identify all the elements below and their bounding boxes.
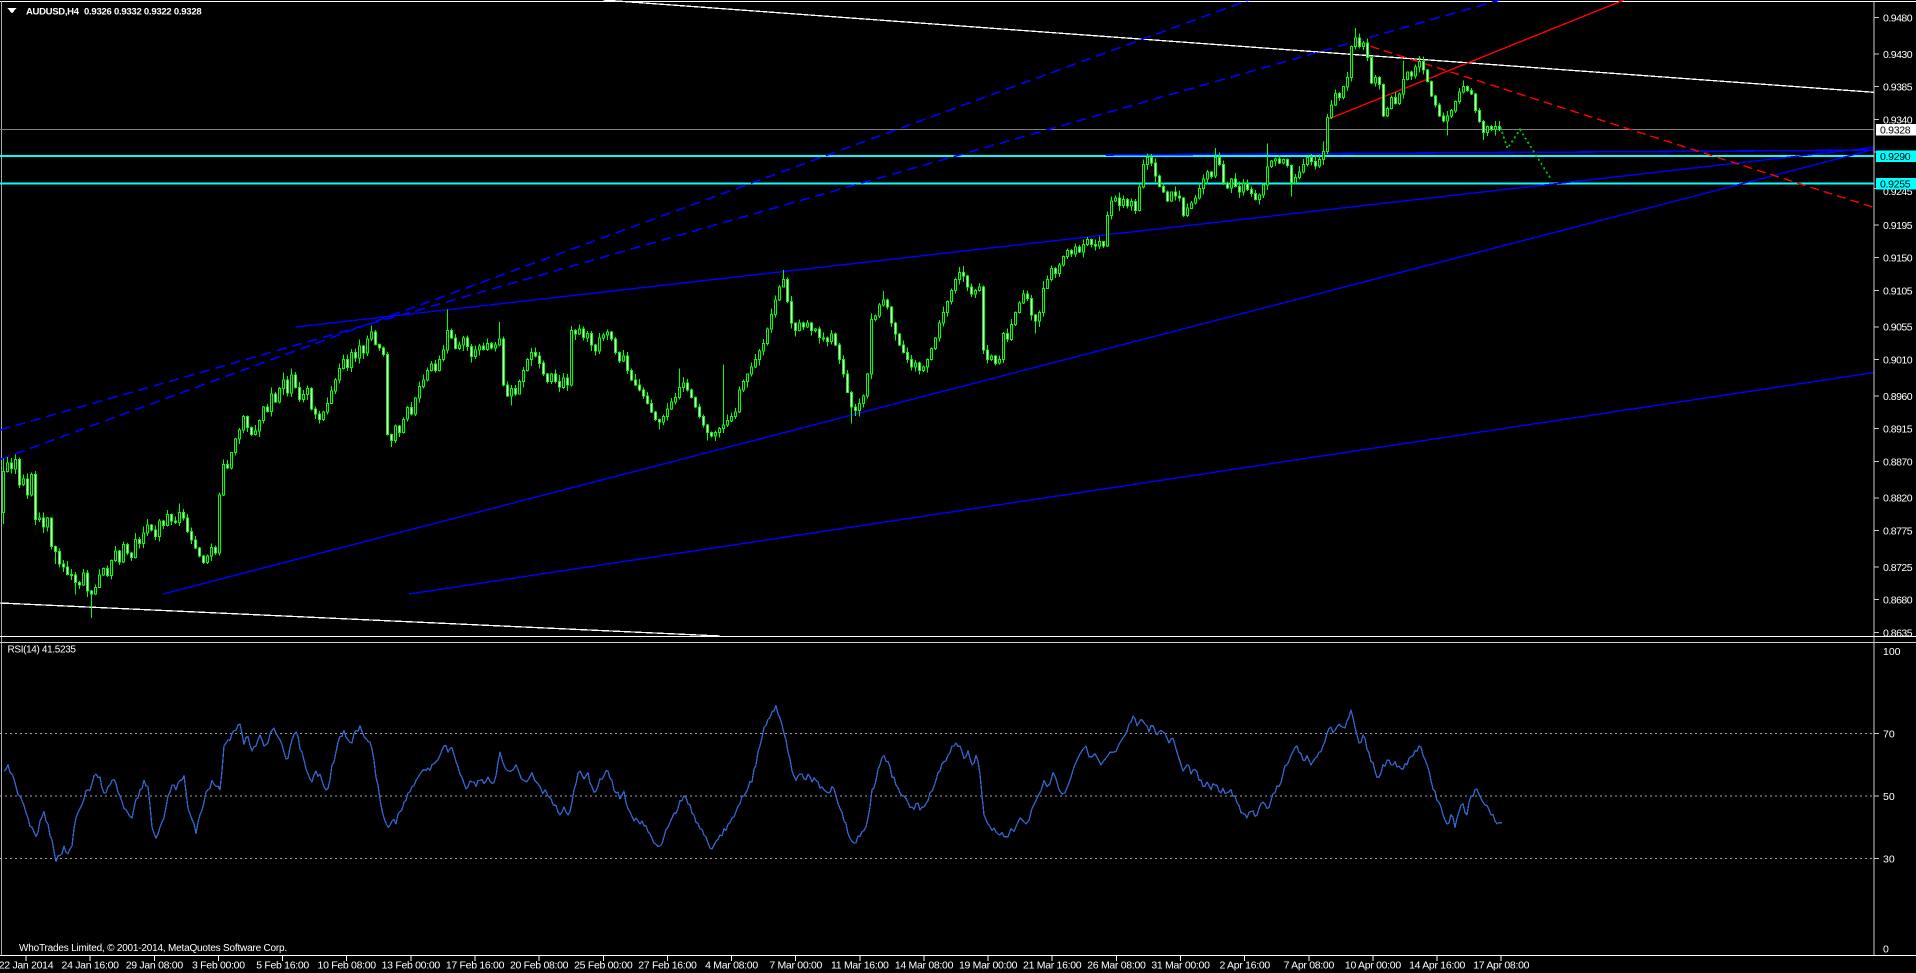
svg-text:70: 70 xyxy=(1883,728,1895,740)
svg-text:100: 100 xyxy=(1883,646,1901,658)
svg-text:26 Mar 08:00: 26 Mar 08:00 xyxy=(1087,960,1146,972)
svg-text:31 Mar 00:00: 31 Mar 00:00 xyxy=(1151,960,1210,972)
svg-text:0.8725: 0.8725 xyxy=(1883,562,1913,574)
svg-text:0.8635: 0.8635 xyxy=(1883,627,1913,639)
svg-text:10 Apr 00:00: 10 Apr 00:00 xyxy=(1345,960,1401,972)
svg-text:0.9430: 0.9430 xyxy=(1883,49,1913,61)
svg-text:AUDUSD,H4: AUDUSD,H4 xyxy=(26,7,80,18)
svg-text:14 Mar 08:00: 14 Mar 08:00 xyxy=(895,960,954,972)
svg-text:0.8820: 0.8820 xyxy=(1883,493,1913,505)
svg-text:0.8680: 0.8680 xyxy=(1883,595,1913,607)
svg-text:11 Mar 16:00: 11 Mar 16:00 xyxy=(831,960,889,972)
svg-text:0.9010: 0.9010 xyxy=(1883,354,1913,366)
svg-text:27 Feb 16:00: 27 Feb 16:00 xyxy=(638,960,697,972)
svg-text:WhoTrades Limited, © 2001-2014: WhoTrades Limited, © 2001-2014, MetaQuot… xyxy=(19,943,287,954)
svg-text:29 Jan 08:00: 29 Jan 08:00 xyxy=(126,960,184,972)
svg-text:0.9055: 0.9055 xyxy=(1883,322,1913,334)
svg-text:0.8960: 0.8960 xyxy=(1883,391,1913,403)
svg-text:20 Feb 08:00: 20 Feb 08:00 xyxy=(510,960,569,972)
svg-text:0.9340: 0.9340 xyxy=(1883,114,1913,126)
svg-text:0.9195: 0.9195 xyxy=(1883,220,1913,232)
svg-text:17 Feb 16:00: 17 Feb 16:00 xyxy=(446,960,505,972)
svg-text:50: 50 xyxy=(1883,791,1895,803)
svg-text:4 Mar 08:00: 4 Mar 08:00 xyxy=(705,960,758,972)
svg-text:0.9328: 0.9328 xyxy=(1880,124,1911,136)
svg-text:7 Mar 00:00: 7 Mar 00:00 xyxy=(769,960,822,972)
svg-text:0.9255: 0.9255 xyxy=(1880,178,1911,190)
svg-text:7 Apr 08:00: 7 Apr 08:00 xyxy=(1284,960,1335,972)
svg-text:0.9105: 0.9105 xyxy=(1883,285,1913,297)
svg-text:3 Feb 00:00: 3 Feb 00:00 xyxy=(192,960,245,972)
svg-text:0.8775: 0.8775 xyxy=(1883,525,1913,537)
svg-text:0.9326 0.9332 0.9322 0.9328: 0.9326 0.9332 0.9322 0.9328 xyxy=(84,7,201,18)
svg-text:0.8870: 0.8870 xyxy=(1883,456,1913,468)
svg-text:13 Feb 00:00: 13 Feb 00:00 xyxy=(382,960,441,972)
svg-text:0.9385: 0.9385 xyxy=(1883,82,1913,94)
svg-text:17 Apr 08:00: 17 Apr 08:00 xyxy=(1473,960,1529,972)
svg-text:0.8915: 0.8915 xyxy=(1883,424,1913,436)
svg-text:14 Apr 16:00: 14 Apr 16:00 xyxy=(1409,960,1465,972)
svg-text:19 Mar 00:00: 19 Mar 00:00 xyxy=(959,960,1018,972)
svg-text:21 Mar 16:00: 21 Mar 16:00 xyxy=(1023,960,1082,972)
svg-text:10 Feb 08:00: 10 Feb 08:00 xyxy=(318,960,377,972)
svg-text:25 Feb 00:00: 25 Feb 00:00 xyxy=(574,960,633,972)
svg-text:0: 0 xyxy=(1883,943,1889,955)
svg-text:2 Apr 16:00: 2 Apr 16:00 xyxy=(1219,960,1270,972)
svg-text:0.9290: 0.9290 xyxy=(1880,151,1911,163)
svg-text:RSI(14) 41.5235: RSI(14) 41.5235 xyxy=(8,644,77,655)
svg-text:0.9480: 0.9480 xyxy=(1883,12,1913,24)
svg-text:5 Feb 16:00: 5 Feb 16:00 xyxy=(256,960,309,972)
svg-text:0.9150: 0.9150 xyxy=(1883,253,1913,265)
svg-text:30: 30 xyxy=(1883,853,1895,865)
svg-text:22 Jan 2014: 22 Jan 2014 xyxy=(0,960,54,972)
svg-text:24 Jan 16:00: 24 Jan 16:00 xyxy=(62,960,120,972)
